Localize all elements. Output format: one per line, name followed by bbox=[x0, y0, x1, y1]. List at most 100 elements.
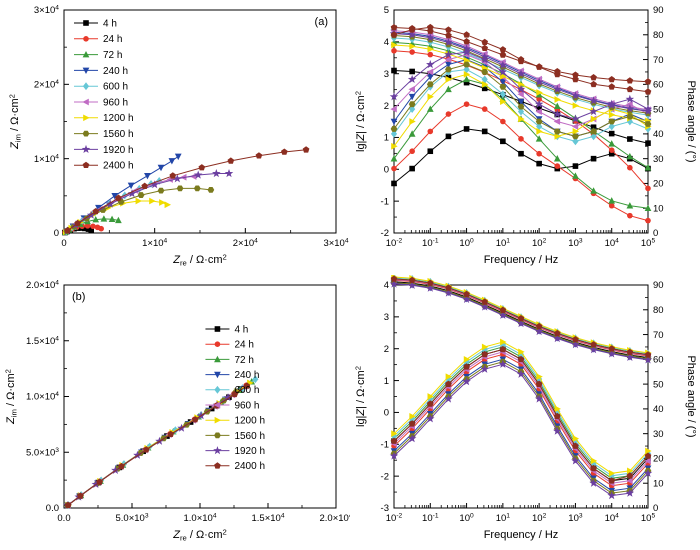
svg-text:1×104: 1×104 bbox=[34, 153, 59, 165]
svg-text:0: 0 bbox=[653, 503, 658, 514]
svg-text:10: 10 bbox=[653, 203, 664, 214]
svg-text:5: 5 bbox=[384, 5, 389, 16]
svg-text:10: 10 bbox=[653, 478, 664, 489]
nyquist-chart-a: 0 1×104 2×104 3×104 0 1×104 2×104 3×104 Zre / Ω·… bbox=[8, 5, 349, 268]
svg-text:20: 20 bbox=[653, 179, 664, 190]
svg-text:3: 3 bbox=[384, 312, 389, 323]
svg-text:1200 h: 1200 h bbox=[103, 113, 134, 124]
svg-text:30: 30 bbox=[653, 154, 664, 165]
svg-text:lg|Z| / Ω·cm2: lg|Z| / Ω·cm2 bbox=[354, 91, 368, 152]
svg-text:Phase angle / (°): Phase angle / (°) bbox=[685, 80, 697, 162]
svg-text:2×104: 2×104 bbox=[233, 238, 258, 250]
svg-text:104: 104 bbox=[605, 238, 620, 250]
svg-text:0.0: 0.0 bbox=[57, 513, 70, 524]
svg-text:Zim / Ω·cm2: Zim / Ω·cm2 bbox=[4, 369, 19, 425]
svg-text:-2: -2 bbox=[381, 471, 389, 482]
svg-text:960 h: 960 h bbox=[103, 97, 128, 108]
svg-text:240 h: 240 h bbox=[234, 370, 259, 381]
svg-text:1.0×104: 1.0×104 bbox=[183, 513, 216, 525]
svg-text:60: 60 bbox=[653, 80, 664, 91]
svg-text:103: 103 bbox=[568, 238, 583, 250]
svg-text:103: 103 bbox=[568, 513, 583, 525]
svg-text:102: 102 bbox=[532, 513, 547, 525]
svg-text:0: 0 bbox=[653, 228, 658, 239]
svg-text:0: 0 bbox=[61, 238, 66, 249]
svg-text:-1: -1 bbox=[381, 196, 389, 207]
svg-text:3×104: 3×104 bbox=[323, 238, 348, 250]
svg-text:3×104: 3×104 bbox=[34, 5, 59, 17]
svg-text:1: 1 bbox=[384, 376, 389, 387]
svg-text:70: 70 bbox=[653, 55, 664, 66]
svg-text:72 h: 72 h bbox=[234, 355, 253, 366]
svg-text:90: 90 bbox=[653, 280, 664, 291]
svg-text:10-2: 10-2 bbox=[386, 513, 403, 525]
svg-text:1560 h: 1560 h bbox=[234, 431, 265, 442]
svg-text:4 h: 4 h bbox=[234, 324, 248, 335]
svg-text:104: 104 bbox=[605, 513, 620, 525]
svg-text:1920 h: 1920 h bbox=[234, 446, 265, 457]
svg-text:2.0×104: 2.0×104 bbox=[319, 513, 350, 525]
svg-text:10-1: 10-1 bbox=[422, 513, 439, 525]
svg-text:4: 4 bbox=[384, 280, 389, 291]
svg-text:-2: -2 bbox=[381, 228, 389, 239]
svg-text:10-2: 10-2 bbox=[386, 238, 403, 250]
svg-text:105: 105 bbox=[641, 513, 656, 525]
bode-panel-b: 10-2 10-1 100 101 102 103 104 105 -3 -2 -1 0 1 2 3 4 0 10… bbox=[350, 275, 700, 550]
svg-text:Phase angle / (°): Phase angle / (°) bbox=[685, 355, 697, 437]
svg-text:-3: -3 bbox=[381, 503, 389, 514]
svg-text:3: 3 bbox=[384, 69, 389, 80]
svg-text:600 h: 600 h bbox=[103, 82, 128, 93]
svg-text:10-1: 10-1 bbox=[422, 238, 439, 250]
svg-text:1.5×104: 1.5×104 bbox=[26, 335, 59, 347]
svg-text:1200 h: 1200 h bbox=[234, 416, 265, 427]
svg-text:100: 100 bbox=[459, 238, 474, 250]
svg-text:-1: -1 bbox=[381, 439, 389, 450]
bode-chart-a: 10-2 10-1 100 101 102 103 104 105-2-10123450102… bbox=[354, 5, 698, 266]
svg-text:lg|Z| / Ω·cm2: lg|Z| / Ω·cm2 bbox=[354, 366, 368, 427]
svg-text:80: 80 bbox=[653, 30, 664, 41]
svg-text:0.0: 0.0 bbox=[46, 503, 59, 514]
svg-text:(b): (b) bbox=[72, 291, 85, 303]
svg-text:100: 100 bbox=[459, 513, 474, 525]
svg-text:2×104: 2×104 bbox=[34, 79, 59, 91]
nyquist-panel-b: 0.0 5.0×103 1.0×104 1.5×104 2.0×104 0.0 5.0×10… bbox=[0, 275, 351, 550]
svg-text:50: 50 bbox=[653, 104, 664, 115]
nyquist-chart-b: 0.0 5.0×103 1.0×104 1.5×104 2.0×104 0.0 5.0×10… bbox=[4, 280, 351, 543]
svg-text:1560 h: 1560 h bbox=[103, 129, 134, 140]
svg-text:2.0×104: 2.0×104 bbox=[26, 280, 59, 292]
svg-text:2400 h: 2400 h bbox=[103, 161, 134, 172]
svg-text:1.0×104: 1.0×104 bbox=[26, 391, 59, 403]
svg-text:Frequency / Hz: Frequency / Hz bbox=[484, 529, 559, 541]
svg-text:90: 90 bbox=[653, 5, 664, 16]
bode-chart-b: 10-2 10-1 100 101 102 103 104 105-3-2-101234010… bbox=[354, 275, 697, 541]
svg-text:0: 0 bbox=[384, 164, 389, 175]
svg-text:2400 h: 2400 h bbox=[234, 461, 265, 472]
svg-text:960 h: 960 h bbox=[234, 400, 259, 411]
svg-text:240 h: 240 h bbox=[103, 66, 128, 77]
svg-text:24 h: 24 h bbox=[234, 340, 253, 351]
svg-text:105: 105 bbox=[641, 238, 656, 250]
svg-text:1.5×104: 1.5×104 bbox=[251, 513, 284, 525]
svg-text:24 h: 24 h bbox=[103, 34, 122, 45]
svg-text:70: 70 bbox=[653, 330, 664, 341]
svg-text:(a): (a) bbox=[315, 16, 328, 28]
svg-text:60: 60 bbox=[653, 355, 664, 366]
svg-text:80: 80 bbox=[653, 305, 664, 316]
svg-text:5.0×103: 5.0×103 bbox=[115, 513, 148, 525]
svg-text:72 h: 72 h bbox=[103, 50, 122, 61]
svg-text:101: 101 bbox=[496, 513, 511, 525]
svg-text:40: 40 bbox=[653, 129, 664, 140]
svg-text:40: 40 bbox=[653, 404, 664, 415]
svg-text:102: 102 bbox=[532, 238, 547, 250]
svg-text:2: 2 bbox=[384, 344, 389, 355]
nyquist-panel-a: 0 1×104 2×104 3×104 0 1×104 2×104 3×104 Zre / Ω·… bbox=[0, 0, 350, 275]
svg-text:Zim / Ω·cm2: Zim / Ω·cm2 bbox=[8, 94, 23, 150]
svg-text:4 h: 4 h bbox=[103, 18, 117, 29]
svg-text:20: 20 bbox=[653, 454, 664, 465]
svg-text:0: 0 bbox=[54, 228, 59, 239]
svg-text:1: 1 bbox=[384, 133, 389, 144]
svg-text:101: 101 bbox=[496, 238, 511, 250]
svg-text:2: 2 bbox=[384, 101, 389, 112]
svg-text:Frequency / Hz: Frequency / Hz bbox=[484, 254, 559, 266]
